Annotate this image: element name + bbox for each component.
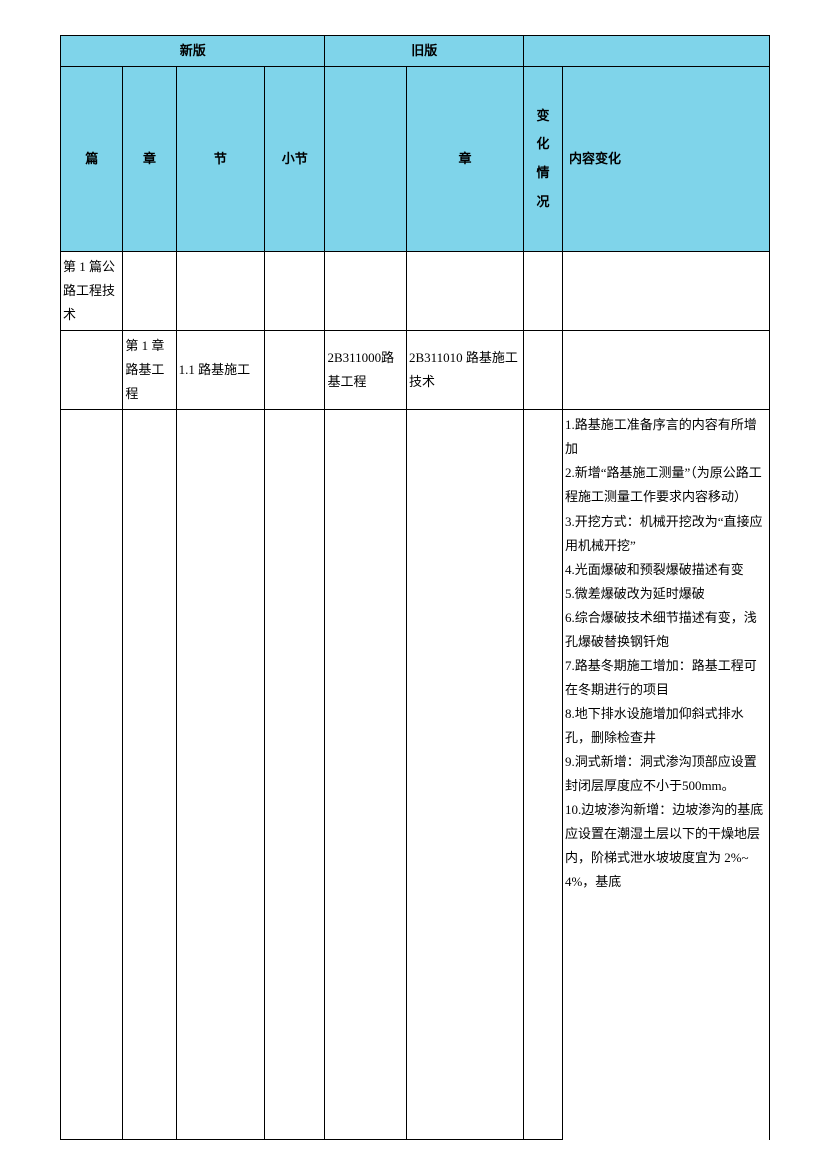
table-row: 第 1 篇公路工程技术: [61, 252, 770, 331]
cell: [123, 252, 176, 331]
cell: 2B311000路基工程: [325, 331, 407, 410]
cell: 2B311010 路基施工技术: [406, 331, 523, 410]
header-old-version: 旧版: [325, 36, 524, 67]
col-bianhua: 变化情况: [523, 67, 562, 252]
col-zhang: 章: [123, 67, 176, 252]
cell: [523, 410, 562, 1140]
cell: [562, 331, 769, 410]
cell: [176, 410, 265, 1140]
cell: [406, 252, 523, 331]
cell: [265, 252, 325, 331]
col-blank: [325, 67, 407, 252]
cell: [123, 410, 176, 1140]
col-neirong: 内容变化: [562, 67, 769, 252]
header-blank: [523, 36, 769, 67]
cell: [265, 410, 325, 1140]
cell: [523, 252, 562, 331]
header-row-2: 篇 章 节 小节 章 变化情况 内容变化: [61, 67, 770, 252]
cell-content-changes: 1.路基施工准备序言的内容有所增加 2.新增“路基施工测量”（为原公路工程施工测…: [562, 410, 769, 1140]
cell: 第 1 章路基工程: [123, 331, 176, 410]
cell: [61, 410, 123, 1140]
col-jie: 节: [176, 67, 265, 252]
col-zhang2: 章: [406, 67, 523, 252]
cell: [325, 410, 407, 1140]
col-pian: 篇: [61, 67, 123, 252]
cell: 1.1 路基施工: [176, 331, 265, 410]
col-xiaojie: 小节: [265, 67, 325, 252]
table-row: 1.路基施工准备序言的内容有所增加 2.新增“路基施工测量”（为原公路工程施工测…: [61, 410, 770, 1140]
cell: [562, 252, 769, 331]
cell: [406, 410, 523, 1140]
comparison-table: 新版 旧版 篇 章 节 小节 章 变化情况 内容变化 第 1 篇公路工程技术: [60, 35, 770, 1140]
cell: [265, 331, 325, 410]
cell: [523, 331, 562, 410]
header-row-1: 新版 旧版: [61, 36, 770, 67]
cell: [325, 252, 407, 331]
cell: [176, 252, 265, 331]
cell: 第 1 篇公路工程技术: [61, 252, 123, 331]
table-row: 第 1 章路基工程 1.1 路基施工 2B311000路基工程 2B311010…: [61, 331, 770, 410]
cell: [61, 331, 123, 410]
header-new-version: 新版: [61, 36, 325, 67]
